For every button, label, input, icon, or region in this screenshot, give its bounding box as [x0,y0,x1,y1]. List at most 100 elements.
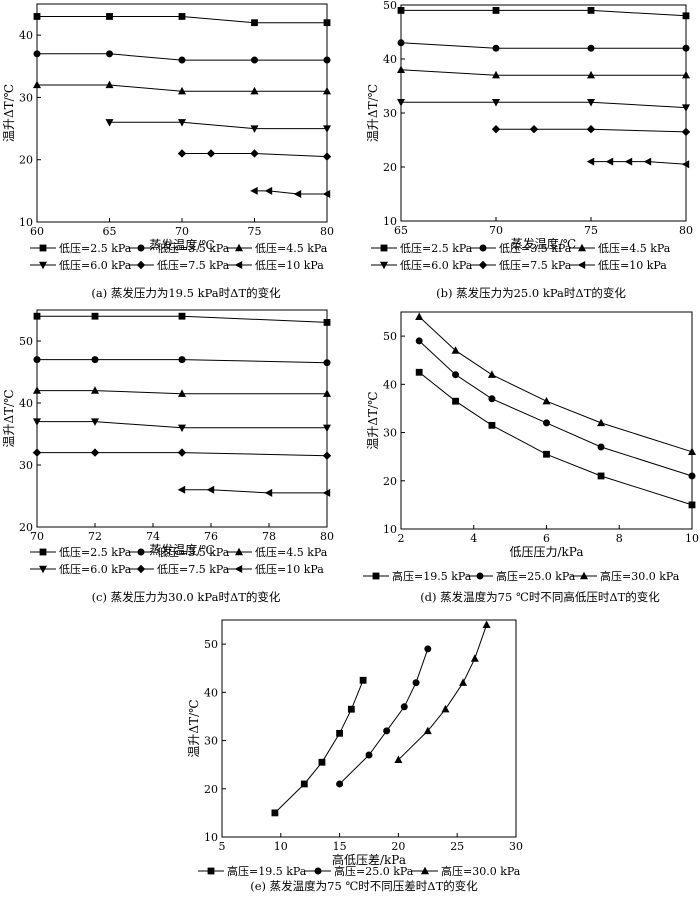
legend-marker [39,548,47,556]
x-tick-label: 25 [450,840,464,853]
data-point [322,189,331,198]
data-point [91,312,99,320]
data-point [688,501,696,509]
data-point [681,160,690,169]
legend-item: 低压=7.5 kPa [128,563,230,576]
legend-marker [234,261,243,269]
legend-item: 低压=10 kPa [226,563,324,576]
data-point [178,56,186,64]
data-point [33,50,41,58]
legend-item: 低压=4.5 kPa [569,242,671,255]
y-tick-label: 40 [204,686,218,699]
data-point [323,319,331,326]
data-point [487,370,496,378]
data-point [322,488,331,497]
data-point [91,386,99,394]
data-point [105,119,114,127]
series-line [109,121,327,130]
series-line [496,128,687,133]
data-point [251,56,258,64]
series-6 [250,186,331,198]
data-point [293,189,302,198]
y-tick-label: 20 [204,783,218,796]
data-point [423,726,432,735]
series-4 [33,418,331,433]
legend-marker [235,547,243,556]
x-tick-label: 20 [391,840,405,853]
y-tick-label: 30 [383,427,397,440]
legend-label: 低压=2.5 kPa [59,546,132,559]
series-line [254,190,327,195]
legend-item: 低压=10 kPa [226,259,324,272]
y-tick-label: 10 [19,216,33,229]
legend-label: 高压=30.0 kPa [600,569,680,583]
legend-item: 低压=6.0 kPa [371,259,473,272]
data-point [91,418,99,426]
data-point [624,157,633,166]
legend-item: 低压=2.5 kPa [30,242,132,255]
x-tick-label: 8 [616,532,623,545]
data-point [397,99,405,107]
data-point [682,12,690,20]
data-point [178,13,186,20]
data-point [682,104,690,112]
series-line [398,624,488,761]
chart-a: 60 65 70 75 80 10 20 30 40 蒸发温度/℃ 温升ΔT/℃ 低压=2.5 kPa… [2,3,334,300]
x-tick-label: 70 [489,224,503,237]
data-point [492,70,500,79]
data-point [543,450,550,458]
data-point [178,312,186,320]
y-tick-label: 30 [19,91,33,104]
data-point [177,448,187,457]
chart-caption: (a) 蒸发压力为19.5 kPa时ΔT的变化 [91,286,281,300]
y-axis-label: 温升ΔT/℃ [2,84,16,142]
legend-marker [580,571,588,580]
series-3 [394,620,491,764]
legend-item: 低压=6.0 kPa [30,259,132,272]
legend-label: 低压=10 kPa [255,563,324,576]
series-line [37,390,327,395]
data-point [451,346,460,354]
x-tick-label: 72 [88,530,102,543]
y-tick-label: 30 [383,107,397,120]
y-tick-label: 20 [19,154,33,167]
chart-e: 5 10 15 20 25 301020304050高低压差/kPa温升ΔT/℃高压=19… [187,619,523,893]
legend-marker [234,565,243,573]
legend-label: 低压=6.0 kPa [59,563,132,576]
x-tick-label: 76 [204,530,218,543]
legend-marker [476,572,484,580]
data-point [452,397,459,405]
data-point [587,70,595,79]
y-tick-label: 20 [383,475,397,488]
data-point [250,186,258,195]
data-point [264,186,273,195]
legend-item: 高压=30.0 kPa [412,864,521,878]
y-tick-label: 40 [19,29,33,42]
data-point [359,676,367,684]
data-point [412,679,420,687]
data-point [488,395,496,403]
series-line [401,9,687,17]
series-line [339,648,429,785]
legend-marker [137,548,145,556]
data-point [470,654,479,662]
series-4 [397,99,690,112]
data-point [415,368,423,376]
data-point [529,125,539,134]
x-tick-label: 70 [30,530,44,543]
data-point [33,13,41,20]
data-point [543,419,550,427]
data-point [323,56,331,64]
data-point [33,356,41,364]
x-tick-label: 5 [219,840,226,853]
data-point [482,620,491,629]
legend-item: 低压=2.5 kPa [30,546,132,559]
x-axis-label: 蒸发温度/℃ [149,237,214,252]
data-point [459,678,468,686]
x-tick-label: 2 [398,532,405,545]
data-point [383,727,391,735]
y-tick-label: 10 [204,831,218,844]
chart-caption: (e) 蒸发温度为75 ℃时不同压差时ΔT的变化 [250,879,478,893]
legend-item: 低压=3.5 kPa [128,546,230,559]
y-tick-label: 50 [383,330,397,343]
